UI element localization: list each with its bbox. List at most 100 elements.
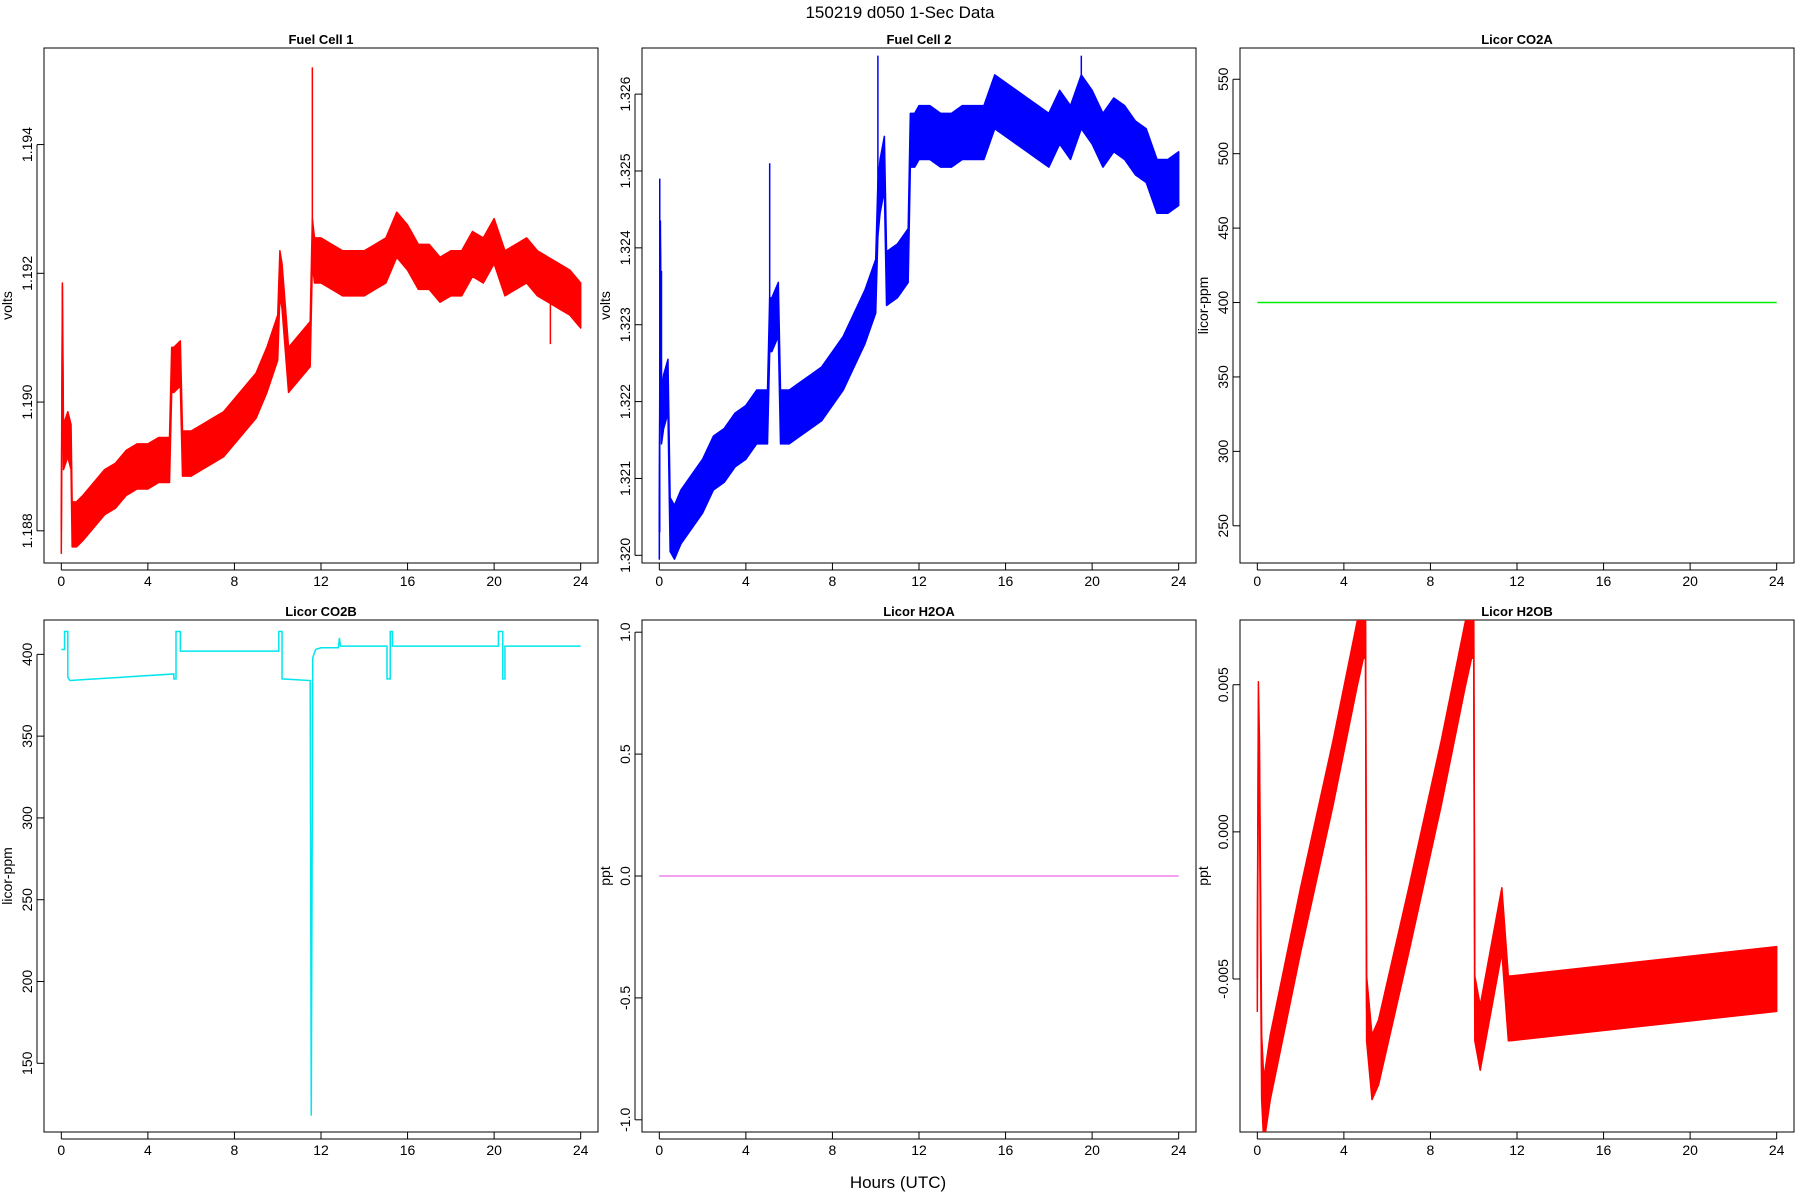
x-tick-label: 12 [1509,573,1525,589]
x-tick-label: 4 [144,1142,152,1158]
chart-title: Fuel Cell 2 [886,32,951,47]
y-tick-label: -0.005 [1215,959,1231,999]
x-tick-label: 20 [1682,1142,1698,1158]
x-tick-label: 20 [1682,573,1698,589]
data-layer [61,630,581,1116]
chart-licor-co2a: Licor CO2A licor-ppm 0 4 8 12 16 20 24 250 300 350 4… [1195,32,1795,589]
x-tick-label: 8 [231,1142,239,1158]
x-tick-label: 4 [1340,1142,1348,1158]
y-tick-label: 500 [1215,142,1231,166]
y-tick-label: 350 [19,724,35,748]
y-tick-label: 1.188 [19,513,35,548]
series-line-0 [61,630,581,1116]
x-tick-label: 20 [1084,573,1100,589]
data-layer [60,67,582,555]
y-tick-label: 300 [1215,439,1231,463]
x-tick-label: 8 [1427,573,1435,589]
x-tick-label: 20 [486,573,502,589]
chart-fuel-cell-2: Fuel Cell 2 volts 0 4 8 12 16 20 24 1.320 1.321 1.3… [597,32,1197,589]
x-tick-label: 0 [655,1142,663,1158]
x-tick-label: 24 [1769,573,1785,589]
y-axis-label: ppt [597,866,613,886]
x-tick-label: 4 [1340,573,1348,589]
x-tick-label: 8 [1427,1142,1435,1158]
y-tick-label: 550 [1215,67,1231,91]
chart-licor-h2oa: Licor H2OA ppt 0 4 8 12 16 20 24 -1.0 -0.5 0.0 0.5 1.… [597,604,1197,1158]
x-tick-label: 16 [400,573,416,589]
y-tick-label: 0.000 [1215,814,1231,849]
panel-grid: Fuel Cell 1 volts 0 4 8 12 16 20 24 1.188 1.190 1.1… [0,32,1795,1158]
data-layer [658,55,1180,560]
y-tick-label: 1.323 [617,307,633,342]
x-tick-label: 0 [1253,573,1261,589]
y-tick-label: 400 [19,642,35,666]
x-tick-label: 16 [998,1142,1014,1158]
chart-title: Licor H2OB [1481,604,1553,619]
x-tick-label: 0 [655,573,663,589]
series-band-0 [60,211,582,555]
x-tick-label: 4 [742,573,750,589]
y-tick-label: 1.194 [19,127,35,162]
chart-title: Licor CO2B [285,604,357,619]
x-tick-label: 16 [400,1142,416,1158]
x-tick-label: 8 [231,573,239,589]
chart-title: Licor H2OA [883,604,955,619]
y-axis-label: ppt [1195,866,1211,886]
y-tick-label: 1.321 [617,461,633,496]
y-tick-label: 1.190 [19,384,35,419]
data-layer [1256,620,1778,1132]
x-tick-label: 16 [998,573,1014,589]
y-axis-label: volts [0,291,15,320]
series-band-0 [658,74,1180,560]
x-tick-label: 24 [573,1142,589,1158]
x-tick-label: 24 [1769,1142,1785,1158]
series-line-0 [658,100,1180,534]
y-tick-label: 200 [19,970,35,994]
y-tick-label: 0.0 [617,866,633,886]
y-tick-label: 250 [19,888,35,912]
chart-title: Licor CO2A [1481,32,1553,47]
x-tick-label: 12 [313,1142,329,1158]
x-tick-label: 12 [313,573,329,589]
x-tick-label: 0 [57,573,65,589]
plot-frame [1239,47,1795,564]
y-tick-label: 0.005 [1215,667,1231,702]
chart-licor-co2b: Licor CO2B licor-ppm 0 4 8 12 16 20 24 150 200 250 3… [0,604,599,1158]
y-axis-label: volts [597,291,613,320]
y-tick-label: 1.322 [617,384,633,419]
x-tick-label: 0 [57,1142,65,1158]
y-tick-label: 1.326 [617,76,633,111]
chart-licor-h2ob: Licor H2OB ppt 0 4 8 12 16 20 24 -0.005 0.000 0.005 [1195,604,1795,1158]
series-band-0 [1256,620,1512,1132]
y-axis-label: licor-ppm [0,847,15,905]
plot-frame [1239,619,1795,1133]
x-tick-label: 16 [1596,573,1612,589]
y-tick-label: 450 [1215,216,1231,240]
figure-title: 150219 d050 1-Sec Data [805,3,995,22]
series-line-0 [60,233,582,531]
y-tick-label: 1.320 [617,538,633,573]
x-tick-label: 24 [573,573,589,589]
y-tick-label: 1.325 [617,153,633,188]
y-tick-label: 150 [19,1051,35,1075]
y-axis-label: licor-ppm [1195,277,1211,335]
y-tick-label: 1.0 [617,622,633,642]
x-tick-label: 20 [1084,1142,1100,1158]
chart-title: Fuel Cell 1 [288,32,353,47]
x-tick-label: 20 [486,1142,502,1158]
series-line-1 [1510,978,1777,1010]
x-tick-label: 12 [911,573,927,589]
x-tick-label: 4 [144,573,152,589]
y-tick-label: 0.5 [617,744,633,764]
y-tick-label: 1.192 [19,256,35,291]
y-tick-label: -1.0 [617,1108,633,1132]
x-tick-label: 24 [1171,573,1187,589]
y-tick-label: 350 [1215,365,1231,389]
x-tick-label: 8 [829,573,837,589]
x-tick-label: 24 [1171,1142,1187,1158]
x-tick-label: 4 [742,1142,750,1158]
x-axis-label: Hours (UTC) [850,1173,946,1192]
plot-frame [43,619,599,1133]
x-tick-label: 12 [911,1142,927,1158]
